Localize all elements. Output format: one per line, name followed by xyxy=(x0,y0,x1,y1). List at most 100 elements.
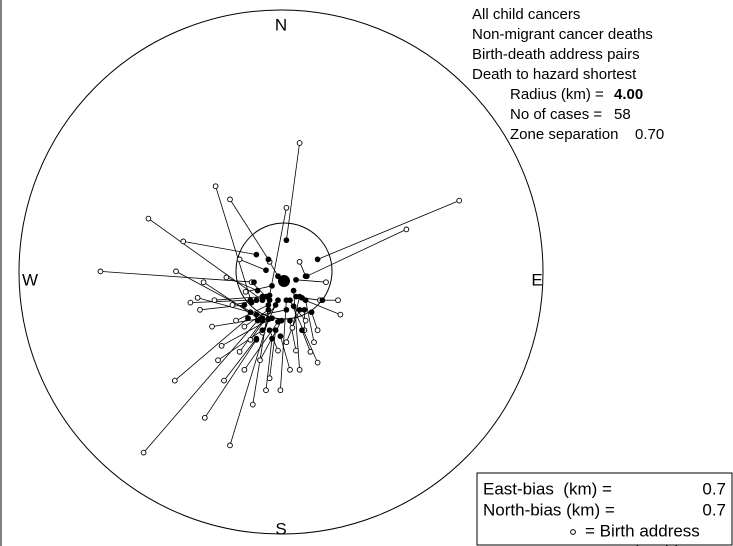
stat-value: 0.70 xyxy=(635,126,664,143)
birth-point xyxy=(283,204,290,211)
birth-point xyxy=(296,258,303,265)
birth-point xyxy=(456,197,463,204)
death-point xyxy=(259,327,266,334)
birth-point xyxy=(227,196,233,203)
pair-line xyxy=(217,329,263,361)
pair-line xyxy=(100,271,255,283)
birth-point xyxy=(323,279,329,286)
death-point xyxy=(254,287,261,294)
birth-point xyxy=(197,306,203,313)
death-point xyxy=(278,317,285,324)
birth-point xyxy=(247,336,254,343)
death-point xyxy=(299,327,305,334)
birth-point xyxy=(236,348,243,355)
birth-point xyxy=(229,302,236,308)
birth-point xyxy=(140,449,147,456)
hazard xyxy=(278,275,290,287)
pair-line xyxy=(295,279,327,283)
birth-point xyxy=(211,297,218,304)
birth-point xyxy=(218,342,225,349)
death-point xyxy=(251,279,257,286)
pair-line xyxy=(280,336,291,370)
birth-point xyxy=(337,311,344,318)
pair-line xyxy=(204,339,257,419)
death-point xyxy=(253,311,260,318)
stat-label: Radius (km) = xyxy=(510,86,604,103)
birth-point xyxy=(171,377,178,384)
legend-label: = Birth address xyxy=(585,521,700,540)
birth-point xyxy=(173,268,179,275)
death-point xyxy=(259,317,266,324)
birth-point xyxy=(275,347,281,354)
legend-box xyxy=(476,472,733,546)
death-point xyxy=(241,302,248,308)
pair-line xyxy=(148,218,263,301)
birth-point xyxy=(311,339,317,346)
death-point xyxy=(269,335,275,342)
header-line: Death to hazard shortest xyxy=(472,66,637,83)
pair-line xyxy=(311,312,318,331)
pair-line xyxy=(214,296,263,301)
birth-point xyxy=(221,377,227,384)
pair-line xyxy=(215,186,252,303)
birth-point xyxy=(241,366,248,373)
bias-label: East-bias (km) = xyxy=(483,479,612,498)
birth-point xyxy=(314,359,321,366)
outer-circle xyxy=(18,9,544,535)
pair-line xyxy=(317,200,460,260)
pair-line xyxy=(257,309,287,317)
birth-point xyxy=(335,297,341,304)
death-point xyxy=(253,297,260,304)
death-point xyxy=(253,251,260,258)
death-point xyxy=(302,273,309,280)
birth-point xyxy=(314,327,321,334)
birth-point xyxy=(257,357,263,364)
birth-point xyxy=(287,366,293,373)
birth-point xyxy=(209,323,215,330)
death-point xyxy=(263,267,269,274)
pair-line xyxy=(239,259,267,271)
death-point xyxy=(287,317,293,324)
pair-line xyxy=(265,338,273,391)
stat-label: No of cases = xyxy=(510,106,602,123)
header-line: Non-migrant cancer deaths xyxy=(472,26,653,43)
pair-line xyxy=(305,300,315,343)
birth-point xyxy=(212,183,219,190)
death-point xyxy=(296,306,303,313)
stat-label: Zone separation xyxy=(510,126,618,143)
birth-point xyxy=(263,387,269,394)
death-point xyxy=(293,276,299,283)
pair-line xyxy=(293,305,306,321)
compass-e: E xyxy=(531,270,542,289)
death-point xyxy=(263,293,269,300)
death-point xyxy=(319,297,326,304)
death-point xyxy=(269,282,275,289)
death-point xyxy=(253,335,260,342)
death-point xyxy=(254,317,261,324)
pair-line xyxy=(199,304,245,311)
birth-point xyxy=(215,357,221,364)
birth-point xyxy=(194,294,201,301)
header-line: All child cancers xyxy=(472,6,580,23)
death-point xyxy=(287,297,293,304)
compass-n: N xyxy=(275,15,287,34)
pair-line xyxy=(183,241,257,255)
death-point xyxy=(299,294,305,301)
birth-point xyxy=(293,347,299,354)
compass-s: S xyxy=(275,519,286,538)
birth-point xyxy=(227,442,233,449)
pair-line xyxy=(223,338,257,381)
birth-point xyxy=(97,268,104,275)
birth-point xyxy=(187,299,194,306)
birth-point xyxy=(223,274,230,281)
pair-line xyxy=(229,319,269,446)
pair-line xyxy=(239,320,263,353)
birth-point xyxy=(277,387,284,394)
death-point xyxy=(272,327,279,334)
birth-point xyxy=(307,348,314,355)
stat-value: 4.00 xyxy=(614,86,643,103)
compass-w: W xyxy=(22,270,38,289)
pair-line xyxy=(197,297,251,313)
birth-point xyxy=(283,339,290,346)
